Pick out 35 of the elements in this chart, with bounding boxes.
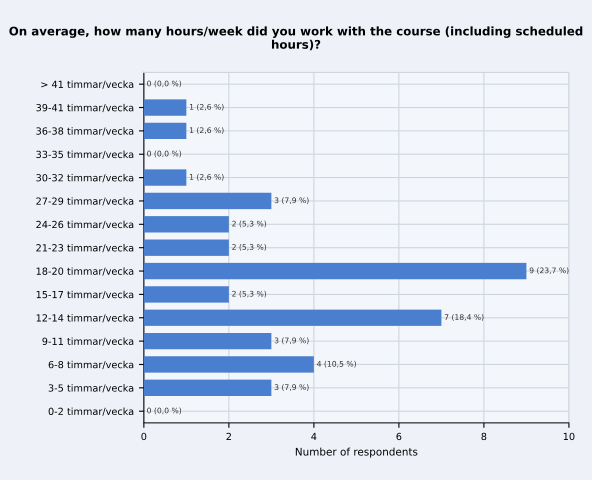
bar [144, 192, 272, 210]
bar [144, 332, 272, 350]
bar [144, 99, 186, 116]
y-tick-label: 30-32 timmar/vecka [36, 174, 134, 182]
bar [144, 356, 314, 373]
bar [144, 262, 526, 280]
bar [144, 310, 442, 326]
y-tick-label: 15-17 timmar/vecka [36, 290, 134, 299]
y-tick-label: 6-8 timmar/vecka [48, 360, 134, 370]
x-tick-label: 6 [396, 432, 402, 440]
y-tick-label: 0-2 timmar/vecka [48, 408, 134, 416]
bar [144, 216, 229, 232]
y-tick-label: 3-5 timmar/vecka [48, 384, 134, 392]
bar [144, 169, 186, 186]
y-tick-label: 9-11 timmar/vecka [42, 337, 134, 346]
y-tick-label: 21-23 timmar/vecka [36, 244, 134, 252]
y-tick-label: 18-20 timmar/vecka [36, 267, 134, 276]
bar [144, 122, 186, 140]
x-tick-label: 10 [564, 432, 574, 440]
x-tick-label: 0 [141, 432, 146, 440]
y-tick-label: > 41 timmar/vecka [41, 80, 134, 89]
bar [144, 380, 272, 396]
x-axis-title: Number of respondents [296, 448, 418, 458]
bar [144, 286, 229, 303]
y-tick-label: 27-29 timmar/vecka [36, 197, 134, 206]
chart-title: On average, how many hours/week did you work with the course (including scheduled hours)? [9, 26, 582, 50]
y-tick-label: 24-26 timmar/vecka [36, 220, 134, 229]
y-tick-label: 33-35 timmar/vecka [36, 150, 134, 159]
x-tick-label: 4 [311, 432, 316, 440]
x-tick-label: 2 [226, 432, 231, 440]
bar [144, 240, 229, 256]
x-tick-label: 8 [481, 432, 486, 440]
y-tick-label: 39-41 timmar/vecka [36, 104, 134, 112]
y-tick-label: 36-38 timmar/vecka [36, 127, 134, 136]
y-tick-label: 12-14 timmar/vecka [36, 314, 134, 322]
